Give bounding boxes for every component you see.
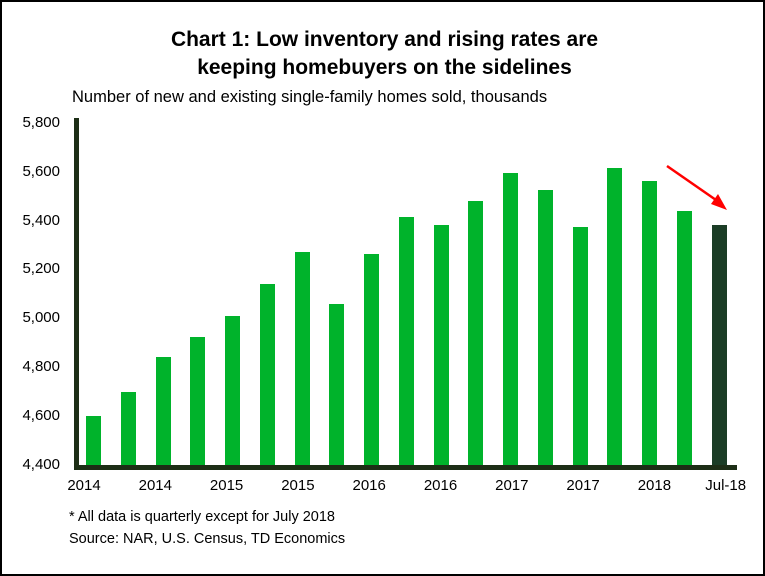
x-tick-label: 2014 [67,477,101,494]
bar [120,391,136,465]
x-tick-label: 2015 [209,477,244,494]
y-axis-line [74,118,79,470]
y-tick-label: 5,600 [22,162,60,180]
x-tick-label: 2017 [495,477,529,494]
bar [642,181,657,465]
chart-subtitle: Number of new and existing single-family… [72,88,548,106]
bar [155,357,171,465]
x-tick-label: 2018 [637,477,672,494]
footnote-source: Source: NAR, U.S. Census, TD Economics [69,531,346,547]
chart-title: Chart 1: Low inventory and rising rates … [2,26,763,82]
x-tick-label: 2016 [423,477,458,494]
y-tick-label: 4,800 [22,358,60,376]
y-tick-label: 4,600 [22,407,60,425]
chart-title-line2: keeping homebuyers on the sidelines [197,56,572,79]
bar [225,315,240,465]
bar [468,200,484,465]
decline-arrow-head-icon [711,194,727,210]
bar [329,303,345,465]
bar [86,416,101,465]
x-tick-label: Jul-18 [705,477,747,494]
x-tick-label: 2017 [566,477,600,494]
x-axis-line [74,465,737,470]
bar [607,167,623,465]
x-tick-label: 2016 [352,477,386,494]
bar [294,252,310,465]
y-tick-label: 5,400 [22,211,60,229]
chart-title-line1: Chart 1: Low inventory and rising rates … [170,28,599,51]
y-tick-label: 5,800 [22,113,60,131]
bar [676,210,692,465]
bar [190,336,206,465]
y-tick-label: 4,400 [22,456,60,473]
footnote-quarterly: * All data is quarterly except for July … [69,509,335,525]
bar-jul-18-highlight [711,225,727,465]
bar [433,225,449,465]
bar [398,216,414,465]
bar [537,189,553,465]
y-tick-label: 5,000 [22,309,60,327]
x-tick-label: 2014 [138,477,172,494]
x-tick-label: 2015 [281,477,315,494]
y-tick-label: 5,200 [22,260,60,278]
bar [503,172,518,465]
decline-arrow-line [666,164,717,202]
bar [572,226,588,465]
bar [259,284,275,465]
bar [364,253,379,465]
